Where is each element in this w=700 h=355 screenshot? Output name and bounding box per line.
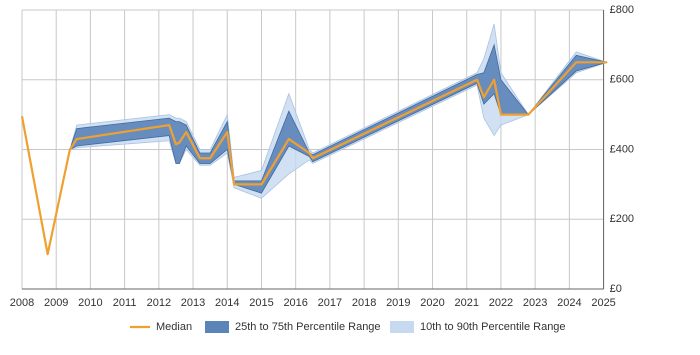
legend-label: 25th to 75th Percentile Range xyxy=(235,321,381,333)
y-tick-label: £0 xyxy=(610,283,622,295)
x-tick-label: 2009 xyxy=(44,297,68,309)
x-tick-label: 2008 xyxy=(10,297,34,309)
x-tick-label: 2015 xyxy=(249,297,273,309)
x-tick-label: 2020 xyxy=(420,297,444,309)
x-tick-label: 2024 xyxy=(557,297,581,309)
legend-swatch xyxy=(205,321,229,333)
x-tick-label: 2021 xyxy=(454,297,478,309)
x-tick-label: 2023 xyxy=(523,297,547,309)
x-tick-label: 2018 xyxy=(352,297,376,309)
x-tick-label: 2013 xyxy=(181,297,205,309)
x-tick-label: 2010 xyxy=(78,297,102,309)
legend-label: 10th to 90th Percentile Range xyxy=(420,321,566,333)
x-tick-label: 2011 xyxy=(113,297,137,309)
x-tick-label: 2022 xyxy=(489,297,513,309)
y-tick-label: £200 xyxy=(610,213,634,225)
legend-label: Median xyxy=(156,321,192,333)
x-tick-label: 2012 xyxy=(147,297,171,309)
y-tick-label: £600 xyxy=(610,74,634,86)
median-line xyxy=(20,61,607,256)
legend-swatch xyxy=(390,321,414,333)
x-tick-label: 2017 xyxy=(318,297,342,309)
x-tick-label: 2016 xyxy=(283,297,307,309)
y-tick-label: £400 xyxy=(610,143,634,155)
x-tick-label: 2025 xyxy=(591,297,615,309)
y-tick-label: £800 xyxy=(610,4,634,16)
x-tick-label: 2019 xyxy=(386,297,410,309)
x-tick-label: 2014 xyxy=(215,297,239,309)
